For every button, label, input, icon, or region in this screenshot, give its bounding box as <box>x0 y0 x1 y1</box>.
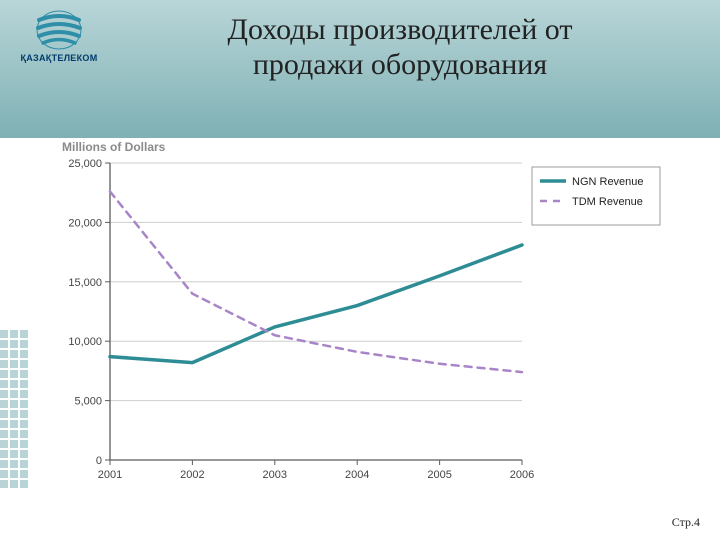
svg-text:2006: 2006 <box>510 469 534 481</box>
chart-area: 0 5,000 10,000 15,000 20,000 25,000 2001 2002 20… <box>62 153 672 488</box>
svg-text:2005: 2005 <box>427 469 451 481</box>
globe-icon <box>33 8 85 52</box>
line-chart: 0 5,000 10,000 15,000 20,000 25,000 2001 2002 20… <box>62 153 672 488</box>
svg-text:15,000: 15,000 <box>68 277 102 289</box>
svg-text:2003: 2003 <box>263 469 287 481</box>
svg-text:5,000: 5,000 <box>74 396 102 408</box>
title-line2: продажи оборудования <box>253 48 547 81</box>
svg-text:10,000: 10,000 <box>68 336 102 348</box>
decorative-grid <box>0 330 34 530</box>
svg-text:20,000: 20,000 <box>68 217 102 229</box>
svg-text:2004: 2004 <box>345 469 369 481</box>
kazakhtelecom-logo: ҚАЗАҚТЕЛЕКОМ <box>15 8 103 63</box>
svg-text:2001: 2001 <box>98 469 122 481</box>
logo-text: ҚАЗАҚТЕЛЕКОМ <box>15 53 103 63</box>
svg-text:NGN Revenue: NGN Revenue <box>572 176 644 188</box>
svg-text:25,000: 25,000 <box>68 158 102 170</box>
slide-title: Доходы производителей от продажи оборудо… <box>120 12 680 83</box>
svg-text:TDM Revenue: TDM Revenue <box>572 196 643 208</box>
svg-text:2002: 2002 <box>180 469 204 481</box>
page-number: Стр.4 <box>672 515 700 530</box>
svg-text:0: 0 <box>96 455 102 467</box>
title-line1: Доходы производителей от <box>228 13 573 46</box>
chart-ylabel: Millions of Dollars <box>62 140 165 154</box>
